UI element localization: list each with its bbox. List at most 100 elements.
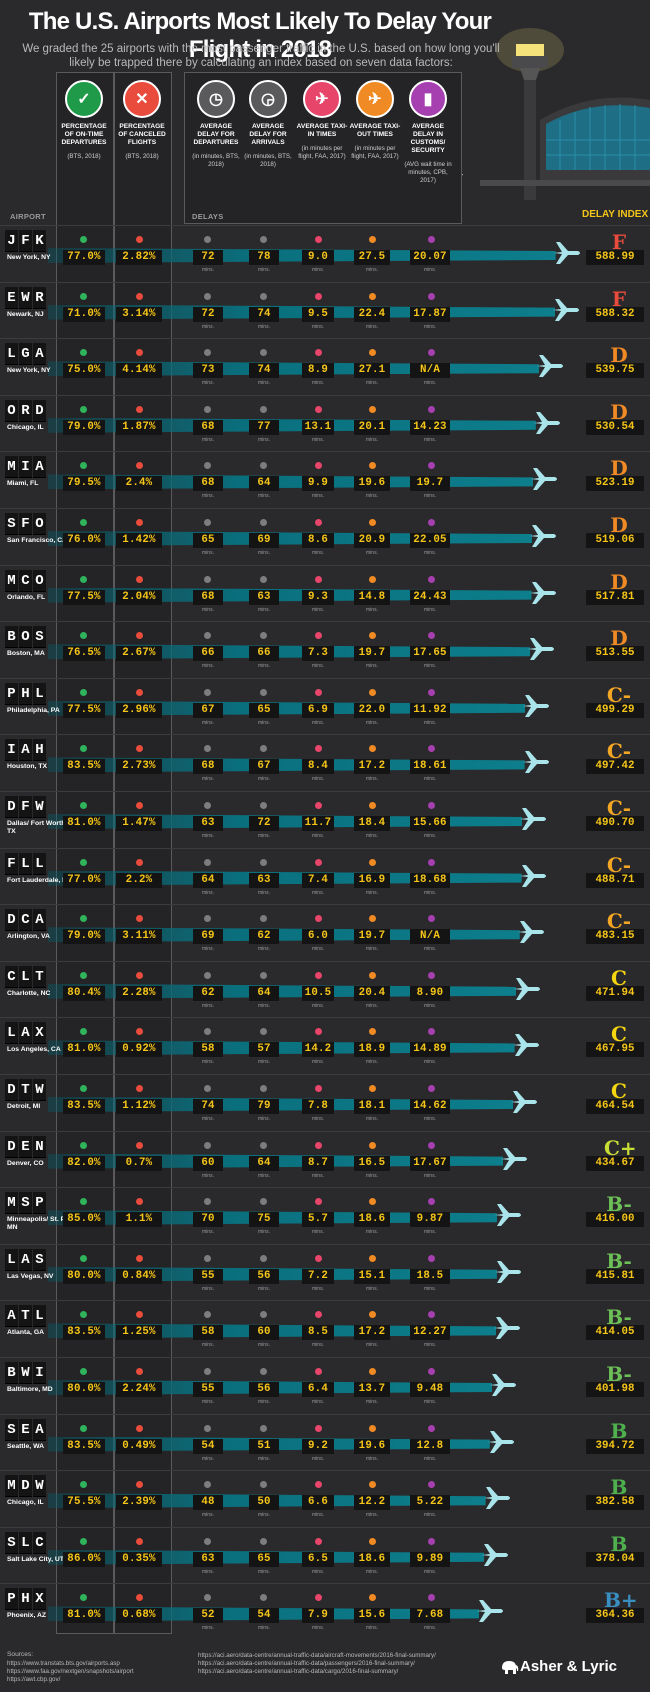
- source-link: https://www.transtats.bts.gov/airports.a…: [7, 1660, 120, 1667]
- airport-code-letter: L: [5, 1022, 18, 1045]
- mins-label: mins.: [424, 606, 436, 613]
- value-cell-ontime: 86.0%: [63, 1551, 105, 1567]
- factor-source: (BTS, 2018): [125, 153, 159, 160]
- factor-dot: [80, 632, 87, 640]
- factor-dot: [369, 802, 376, 809]
- value-cell-canceled: 1.42%: [116, 533, 162, 548]
- factor-dot: [369, 519, 376, 526]
- factor-dot: [260, 1481, 267, 1489]
- value-cell-canceled: 2.28%: [116, 985, 162, 1001]
- factor-dot: [315, 745, 322, 753]
- factor-source: (in minutes, BTS, 2018): [192, 153, 240, 168]
- table-row: S L C Salt Lake City, UT 86.0% 0.35% 63 mins. 65…: [0, 1526, 650, 1585]
- factor-dot: [369, 236, 376, 243]
- value-cell-customs: 19.7: [410, 476, 450, 492]
- delays-column-label: DELAYS: [192, 212, 224, 221]
- factor-dot: [369, 858, 376, 866]
- factor-dot: [428, 1481, 435, 1489]
- value-cell-canceled: 2.67%: [116, 646, 162, 662]
- mins-label: mins.: [312, 1116, 324, 1122]
- factor-dot: [260, 349, 267, 357]
- factor-dot: [260, 1368, 267, 1375]
- letter-grade: D: [610, 626, 628, 651]
- mins-label: mins.: [312, 267, 324, 273]
- value-cell-customs: 18.68: [410, 872, 450, 888]
- value-cell-customs: 12.8: [410, 1438, 450, 1454]
- mins-label: mins.: [202, 1399, 214, 1405]
- table-row: M S P Minneapolis/ St. Paul, MN 85.0% 1.1% 70 m…: [0, 1187, 650, 1245]
- factor-dot: [428, 1537, 435, 1545]
- value-cell-arr: 75: [249, 1212, 279, 1228]
- airplane-icon: [494, 1260, 521, 1283]
- mins-label: mins.: [366, 1568, 378, 1575]
- airport-code-letter: W: [33, 1079, 46, 1101]
- value-cell-arr: 64: [249, 476, 279, 492]
- mins-label: mins.: [424, 1002, 436, 1009]
- factor-dot: [80, 575, 87, 583]
- table-row: D C A Arlington, VA 79.0% 3.11% 69 mins. 62 mins.…: [0, 904, 650, 962]
- factor-dot: [136, 971, 143, 979]
- factor-dot: [260, 405, 267, 413]
- airport-code-letter: A: [33, 1418, 46, 1441]
- value-cell-ontime: 79.5%: [63, 476, 105, 492]
- arrival-clock-icon: ◶: [249, 80, 287, 118]
- value-cell-dep: 68: [193, 476, 223, 492]
- factor-dot: [369, 1368, 376, 1375]
- airport-city: Charlotte, NC: [7, 989, 51, 997]
- airport-code-letter: D: [5, 1135, 18, 1158]
- value-cell-arr: 77: [249, 419, 279, 435]
- factor-dot: [204, 405, 211, 413]
- value-cell-dep: 68: [193, 589, 223, 605]
- mins-label: mins.: [312, 436, 324, 443]
- mins-label: mins.: [258, 833, 270, 839]
- delay-index-value: 517.81: [586, 589, 644, 605]
- takeoff-plane-icon: ✈: [356, 80, 394, 118]
- airport-code-letter: D: [5, 1079, 18, 1101]
- airport-city: Baltimore, MD: [7, 1386, 53, 1393]
- mins-label: mins.: [312, 833, 324, 839]
- factor-source: (in minutes per flight, FAA, 2017): [298, 145, 346, 160]
- factor-dot: [428, 1594, 435, 1602]
- delay-index-value: 497.42: [586, 759, 644, 775]
- factor-dot: [428, 1085, 435, 1092]
- factor-dot: [428, 1424, 435, 1432]
- mins-label: mins.: [312, 1285, 324, 1292]
- airport-code-letter: S: [19, 1192, 32, 1215]
- airport-city: Fort Lauderdale, FL: [7, 876, 71, 884]
- value-cell-taxi-in: 7.2: [302, 1268, 334, 1284]
- mins-label: mins.: [366, 436, 378, 443]
- factor-dot: [80, 802, 87, 809]
- delay-index-column-label: DELAY INDEX: [582, 209, 649, 220]
- mins-label: mins.: [424, 1399, 436, 1405]
- mins-label: mins.: [202, 1285, 214, 1292]
- airplane-icon: [529, 581, 556, 604]
- mins-label: mins.: [312, 776, 324, 783]
- value-cell-canceled: 1.25%: [116, 1325, 162, 1341]
- mins-label: mins.: [312, 550, 324, 556]
- airport-code-letter: L: [19, 965, 32, 988]
- factor-column: ✓ PERCENTAGE OF ON-TIME DEPARTURES (BTS, 2…: [58, 76, 110, 161]
- airport-city: Miami, FL: [7, 480, 39, 488]
- delay-index-value: 519.06: [586, 533, 644, 548]
- factor-dot: [315, 632, 322, 640]
- factor-dot: [260, 1254, 267, 1262]
- brand-logo-text: Asher & Lyric: [520, 1658, 617, 1675]
- airport-code-letter: C: [19, 569, 32, 592]
- mins-label: mins.: [366, 946, 378, 953]
- factor-label: AVERAGE DELAY FOR DEPARTURES: [193, 123, 239, 146]
- factor-dot: [136, 802, 143, 809]
- factor-dot: [260, 575, 267, 583]
- delay-index-value: 415.81: [586, 1268, 644, 1284]
- airplane-icon: [519, 864, 546, 887]
- value-cell-canceled: 2.96%: [116, 702, 162, 718]
- factor-dot: [136, 632, 143, 640]
- factor-dot: [369, 1594, 376, 1602]
- factor-dot: [136, 745, 143, 753]
- value-cell-canceled: 2.2%: [116, 872, 162, 888]
